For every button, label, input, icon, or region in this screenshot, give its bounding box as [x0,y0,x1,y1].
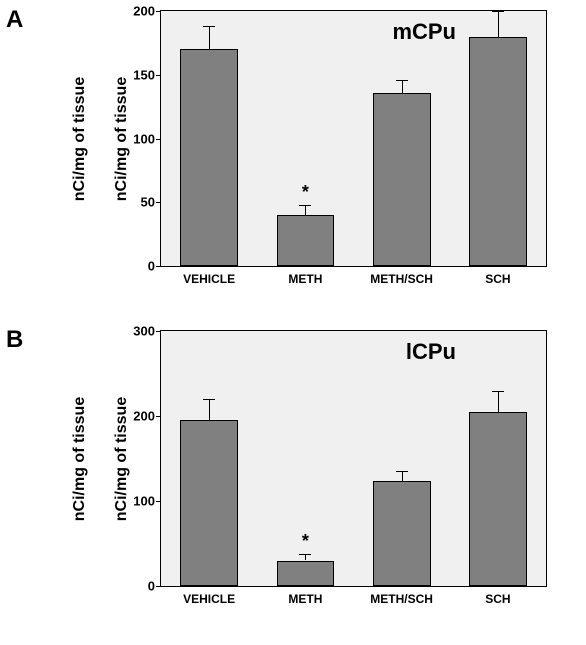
ytick-mark [156,202,161,203]
panel-a-title: mCPu [392,19,456,45]
ytick-mark [156,501,161,502]
bar [180,49,238,266]
ytick-label: 200 [133,409,155,424]
errorbar-cap [492,11,504,12]
panel-a-ylabel-inner: nCi/mg of tissue [113,39,131,239]
errorbar [209,26,210,49]
ytick-mark [156,75,161,76]
xtick-label: SCH [485,272,510,286]
xtick-label: VEHICLE [183,272,235,286]
panel-a: A nCi/mg of tissue nCi/mg of tissue mCPu… [0,0,586,320]
panel-b-ylabel-outer: nCi/mg of tissue [71,359,89,559]
bar [469,412,527,586]
errorbar [402,471,403,481]
panel-b-ylabel-inner: nCi/mg of tissue [113,359,131,559]
panel-b-plot-area: lCPu 0100200300VEHICLE*METHMETH/SCHSCH [160,330,547,587]
panel-a-letter: A [6,6,23,34]
ytick-label: 50 [141,195,155,210]
figure: A nCi/mg of tissue nCi/mg of tissue mCPu… [0,0,586,645]
errorbar-cap [299,205,311,206]
panel-b-letter: B [6,326,23,354]
ytick-label: 0 [148,579,155,594]
errorbar [305,554,306,561]
errorbar-cap [203,26,215,27]
significance-star: * [302,182,309,203]
errorbar-cap [396,80,408,81]
ytick-mark [156,331,161,332]
bar [180,420,238,586]
ytick-mark [156,11,161,12]
xtick-label: METH [288,592,322,606]
xtick-label: METH/SCH [370,592,433,606]
errorbar-cap [203,399,215,400]
significance-star: * [302,531,309,552]
errorbar-cap [492,391,504,392]
bar [373,481,431,586]
errorbar [498,11,499,37]
panel-b: B nCi/mg of tissue nCi/mg of tissue lCPu… [0,320,586,645]
errorbar [209,399,210,420]
bar [277,561,335,587]
xtick-label: VEHICLE [183,592,235,606]
ytick-mark [156,139,161,140]
panel-a-ylabel-outer: nCi/mg of tissue [71,39,89,239]
errorbar-cap [299,554,311,555]
panel-a-plot-area: mCPu 050100150200VEHICLE*METHMETH/SCHSCH [160,10,547,267]
ytick-label: 0 [148,259,155,274]
bar [277,215,335,266]
bar [373,93,431,266]
ytick-mark [156,416,161,417]
xtick-label: SCH [485,592,510,606]
ytick-label: 100 [133,131,155,146]
errorbar [498,391,499,412]
bar [469,37,527,267]
ytick-mark [156,586,161,587]
panel-b-title: lCPu [406,339,456,365]
ytick-label: 300 [133,324,155,339]
ytick-mark [156,266,161,267]
errorbar [305,205,306,215]
xtick-label: METH [288,272,322,286]
errorbar-cap [396,471,408,472]
ytick-label: 200 [133,4,155,19]
xtick-label: METH/SCH [370,272,433,286]
ytick-label: 100 [133,494,155,509]
ytick-label: 150 [133,67,155,82]
errorbar [402,80,403,93]
